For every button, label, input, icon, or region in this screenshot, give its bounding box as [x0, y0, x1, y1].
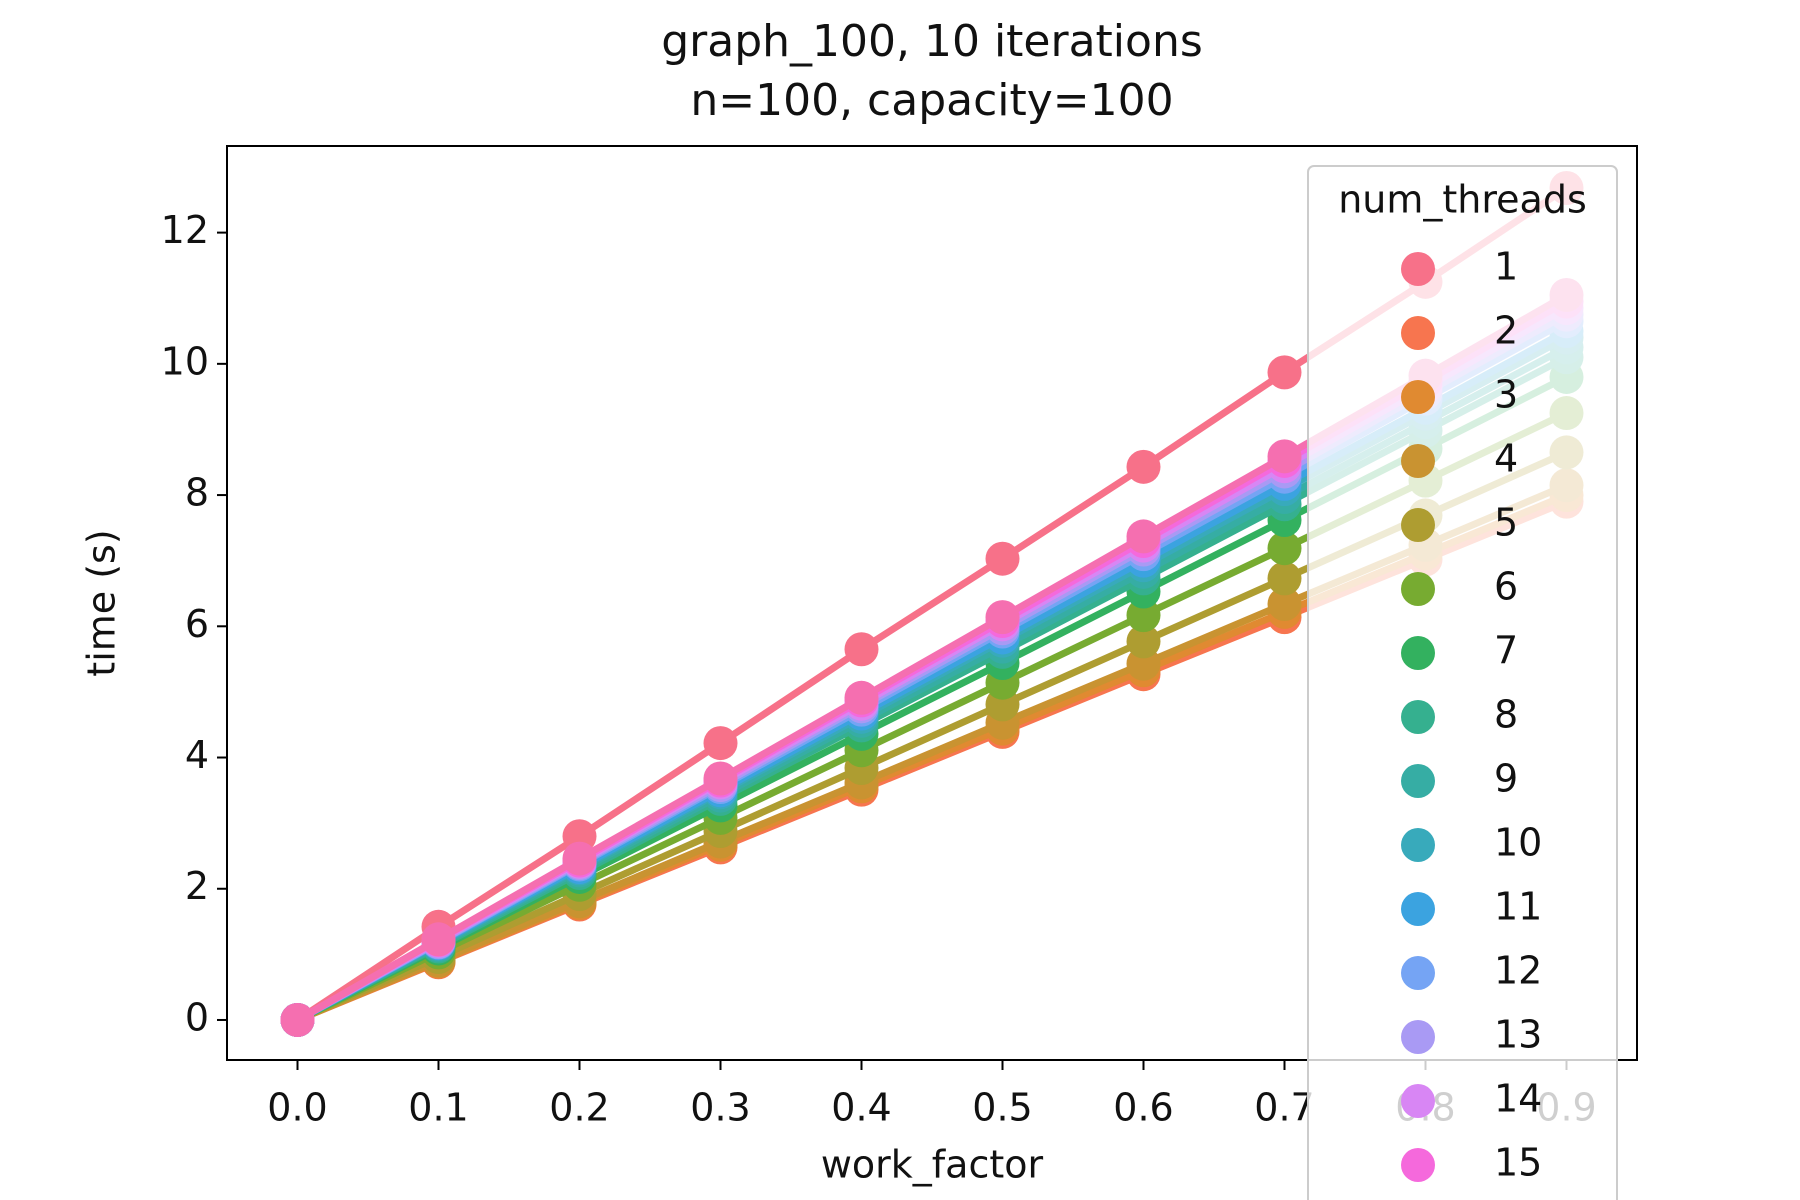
chart-title: graph_100, 10 iterations — [661, 16, 1203, 67]
legend-marker — [1401, 1020, 1435, 1054]
legend-label: 1 — [1494, 245, 1518, 289]
legend-label: 12 — [1494, 949, 1542, 993]
point — [1267, 586, 1302, 621]
legend-label: 15 — [1494, 1141, 1542, 1185]
axes-frame — [226, 145, 1638, 1061]
legend-marker — [1401, 572, 1435, 606]
point — [421, 922, 456, 957]
legend-label: 11 — [1494, 885, 1542, 929]
y-tick-label: 2 — [185, 864, 209, 908]
legend-marker — [1401, 1148, 1435, 1182]
legend-marker — [1401, 892, 1435, 926]
point — [1267, 561, 1302, 596]
legend-marker — [1401, 380, 1435, 414]
y-tick-label: 0 — [185, 995, 209, 1039]
legend-label: 4 — [1494, 437, 1518, 481]
point — [562, 841, 597, 876]
point — [703, 761, 738, 796]
point — [1267, 355, 1302, 390]
point — [844, 680, 879, 715]
x-tick-label: 0.3 — [690, 1086, 750, 1130]
legend-box — [1307, 165, 1618, 1200]
y-axis-label: time (s) — [80, 529, 124, 676]
point — [985, 541, 1020, 576]
legend-label: 14 — [1494, 1077, 1542, 1121]
legend-label: 3 — [1494, 373, 1518, 417]
legend-label: 5 — [1494, 501, 1518, 545]
legend-marker — [1401, 252, 1435, 286]
y-tick-label: 12 — [161, 208, 209, 252]
legend-marker — [1401, 444, 1435, 478]
point — [985, 600, 1020, 635]
y-tick-label: 10 — [161, 339, 209, 383]
point — [280, 1002, 315, 1037]
legend-label: 9 — [1494, 757, 1518, 801]
x-tick-label: 0.2 — [549, 1086, 609, 1130]
legend-title: num_threads — [1338, 178, 1587, 222]
y-tick-label: 4 — [185, 733, 209, 777]
x-tick-label: 0.5 — [972, 1086, 1032, 1130]
legend-marker — [1401, 764, 1435, 798]
legend-label: 8 — [1494, 693, 1518, 737]
x-tick-label: 0.0 — [267, 1086, 327, 1130]
legend-marker — [1401, 828, 1435, 862]
point — [703, 726, 738, 761]
point — [1126, 519, 1161, 554]
legend-label: 2 — [1494, 309, 1518, 353]
point — [1126, 449, 1161, 484]
legend-label: 7 — [1494, 629, 1518, 673]
point — [1126, 598, 1161, 633]
legend-marker — [1401, 508, 1435, 542]
y-tick-label: 6 — [185, 602, 209, 646]
legend-marker — [1401, 956, 1435, 990]
point — [1126, 624, 1161, 659]
x-tick-label: 0.4 — [831, 1086, 891, 1130]
legend-label: 6 — [1494, 565, 1518, 609]
legend-label: 10 — [1494, 821, 1542, 865]
legend-marker — [1401, 316, 1435, 350]
x-tick-label: 0.1 — [408, 1086, 468, 1130]
point — [1267, 439, 1302, 474]
legend-label: 13 — [1494, 1013, 1542, 1057]
legend-marker — [1401, 636, 1435, 670]
y-tick-label: 8 — [185, 471, 209, 515]
point — [1267, 531, 1302, 566]
legend-marker — [1401, 1084, 1435, 1118]
x-axis-label: work_factor — [821, 1143, 1044, 1187]
point — [844, 632, 879, 667]
x-tick-label: 0.6 — [1113, 1086, 1173, 1130]
chart-subtitle: n=100, capacity=100 — [690, 75, 1173, 126]
x-tick-label: 0.7 — [1254, 1086, 1314, 1130]
legend-marker — [1401, 700, 1435, 734]
